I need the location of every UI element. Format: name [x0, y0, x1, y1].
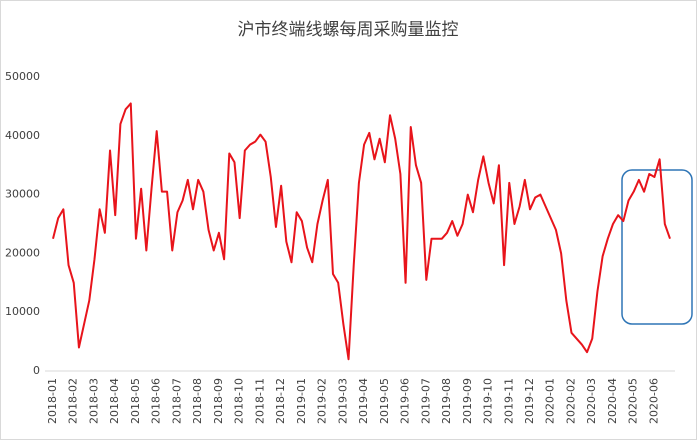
x-tick-label: 2019-01 — [295, 378, 308, 424]
x-tick-label: 2020-05 — [627, 378, 640, 424]
x-tick-label: 2020-04 — [606, 378, 619, 424]
x-tick-label: 2018-04 — [108, 378, 121, 424]
x-tick-label: 2020-01 — [544, 378, 557, 424]
y-tick-label: 30000 — [5, 188, 40, 201]
line-series — [52, 102, 671, 361]
x-tick-label: 2018-06 — [150, 378, 163, 424]
x-tick-label: 2018-03 — [87, 378, 100, 424]
x-tick-label: 2018-05 — [129, 378, 142, 424]
x-tick-label: 2019-10 — [482, 378, 495, 424]
x-tick-label: 2018-07 — [170, 378, 183, 424]
x-tick-label: 2019-06 — [399, 378, 412, 424]
x-tick-label: 2019-12 — [523, 378, 536, 424]
x-tick-label: 2019-07 — [419, 378, 432, 424]
y-tick-label: 50000 — [5, 70, 40, 83]
x-tick-label: 2019-09 — [461, 378, 474, 424]
y-tick-label: 10000 — [5, 305, 40, 318]
x-tick-label: 2020-02 — [564, 378, 577, 424]
x-tick-label: 2018-09 — [212, 378, 225, 424]
x-tick-label: 2018-08 — [191, 378, 204, 424]
x-tick-label: 2020-06 — [647, 378, 660, 424]
y-tick-label: 40000 — [5, 129, 40, 142]
y-tick-label: 0 — [33, 364, 40, 377]
chart-title: 沪市终端线螺每周采购量监控 — [238, 20, 459, 40]
x-tick-label: 2019-08 — [440, 378, 453, 424]
y-tick-label: 20000 — [5, 246, 40, 259]
x-tick-label: 2018-12 — [274, 378, 287, 424]
x-tick-label: 2019-11 — [502, 378, 515, 424]
x-tick-label: 2018-02 — [67, 378, 80, 424]
x-tick-label: 2019-02 — [316, 378, 329, 424]
x-tick-label: 2018-10 — [233, 378, 246, 424]
x-tick-label: 2020-03 — [585, 378, 598, 424]
x-tick-label: 2018-01 — [46, 378, 59, 424]
x-tick-label: 2019-04 — [357, 378, 370, 424]
x-tick-label: 2019-05 — [378, 378, 391, 424]
x-tick-label: 2018-11 — [253, 378, 266, 424]
x-tick-label: 2019-03 — [336, 378, 349, 424]
